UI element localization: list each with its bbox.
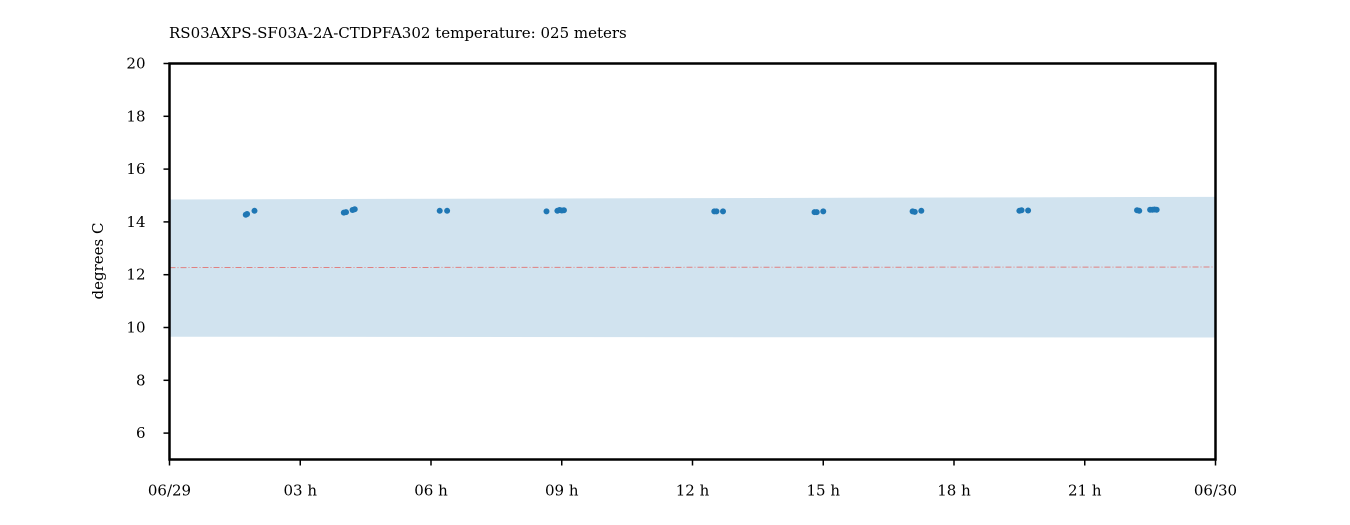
data-point — [1136, 207, 1143, 214]
data-point — [918, 207, 925, 214]
y-tick-label: 10 — [126, 319, 145, 337]
axis-ticks: 06/29 03 h 06 h 09 h 12 h 15 h 18 h 21 h 06/30 6 8… — [126, 55, 1237, 500]
data-point — [343, 209, 350, 216]
y-tick-label: 6 — [136, 424, 146, 442]
data-point — [244, 210, 251, 217]
x-tick-label: 15 h — [806, 482, 840, 500]
y-tick-label: 14 — [126, 213, 145, 231]
x-tick-label: 12 h — [676, 482, 710, 500]
y-axis-label: degrees C — [89, 223, 107, 300]
data-point — [444, 207, 451, 214]
plot-area — [169, 196, 1216, 338]
std-band — [169, 196, 1216, 338]
data-point — [351, 206, 358, 213]
data-point — [560, 207, 567, 214]
y-tick-label: 8 — [136, 371, 146, 389]
x-tick-label: 03 h — [283, 482, 317, 500]
x-tick-label: 18 h — [937, 482, 971, 500]
data-point — [820, 208, 827, 215]
data-point — [436, 207, 443, 214]
x-tick-label: 06/30 — [1194, 482, 1237, 500]
data-point — [911, 208, 918, 215]
data-point — [1025, 207, 1032, 214]
data-point — [1153, 206, 1160, 213]
x-tick-label: 09 h — [545, 482, 579, 500]
data-point — [713, 208, 720, 215]
y-tick-label: 12 — [126, 266, 145, 284]
chart-title: RS03AXPS-SF03A-2A-CTDPFA302 temperature:… — [169, 24, 627, 42]
x-tick-label: 21 h — [1068, 482, 1102, 500]
mean-line — [169, 266, 1216, 269]
data-point — [543, 208, 550, 215]
data-point — [813, 209, 820, 216]
y-tick-label: 16 — [126, 160, 145, 178]
data-point — [1018, 207, 1025, 214]
data-point — [720, 208, 727, 215]
x-tick-label: 06 h — [414, 482, 448, 500]
data-point — [251, 207, 258, 214]
y-tick-label: 18 — [126, 107, 145, 125]
y-tick-label: 20 — [126, 55, 145, 73]
x-tick-label: 06/29 — [148, 482, 191, 500]
